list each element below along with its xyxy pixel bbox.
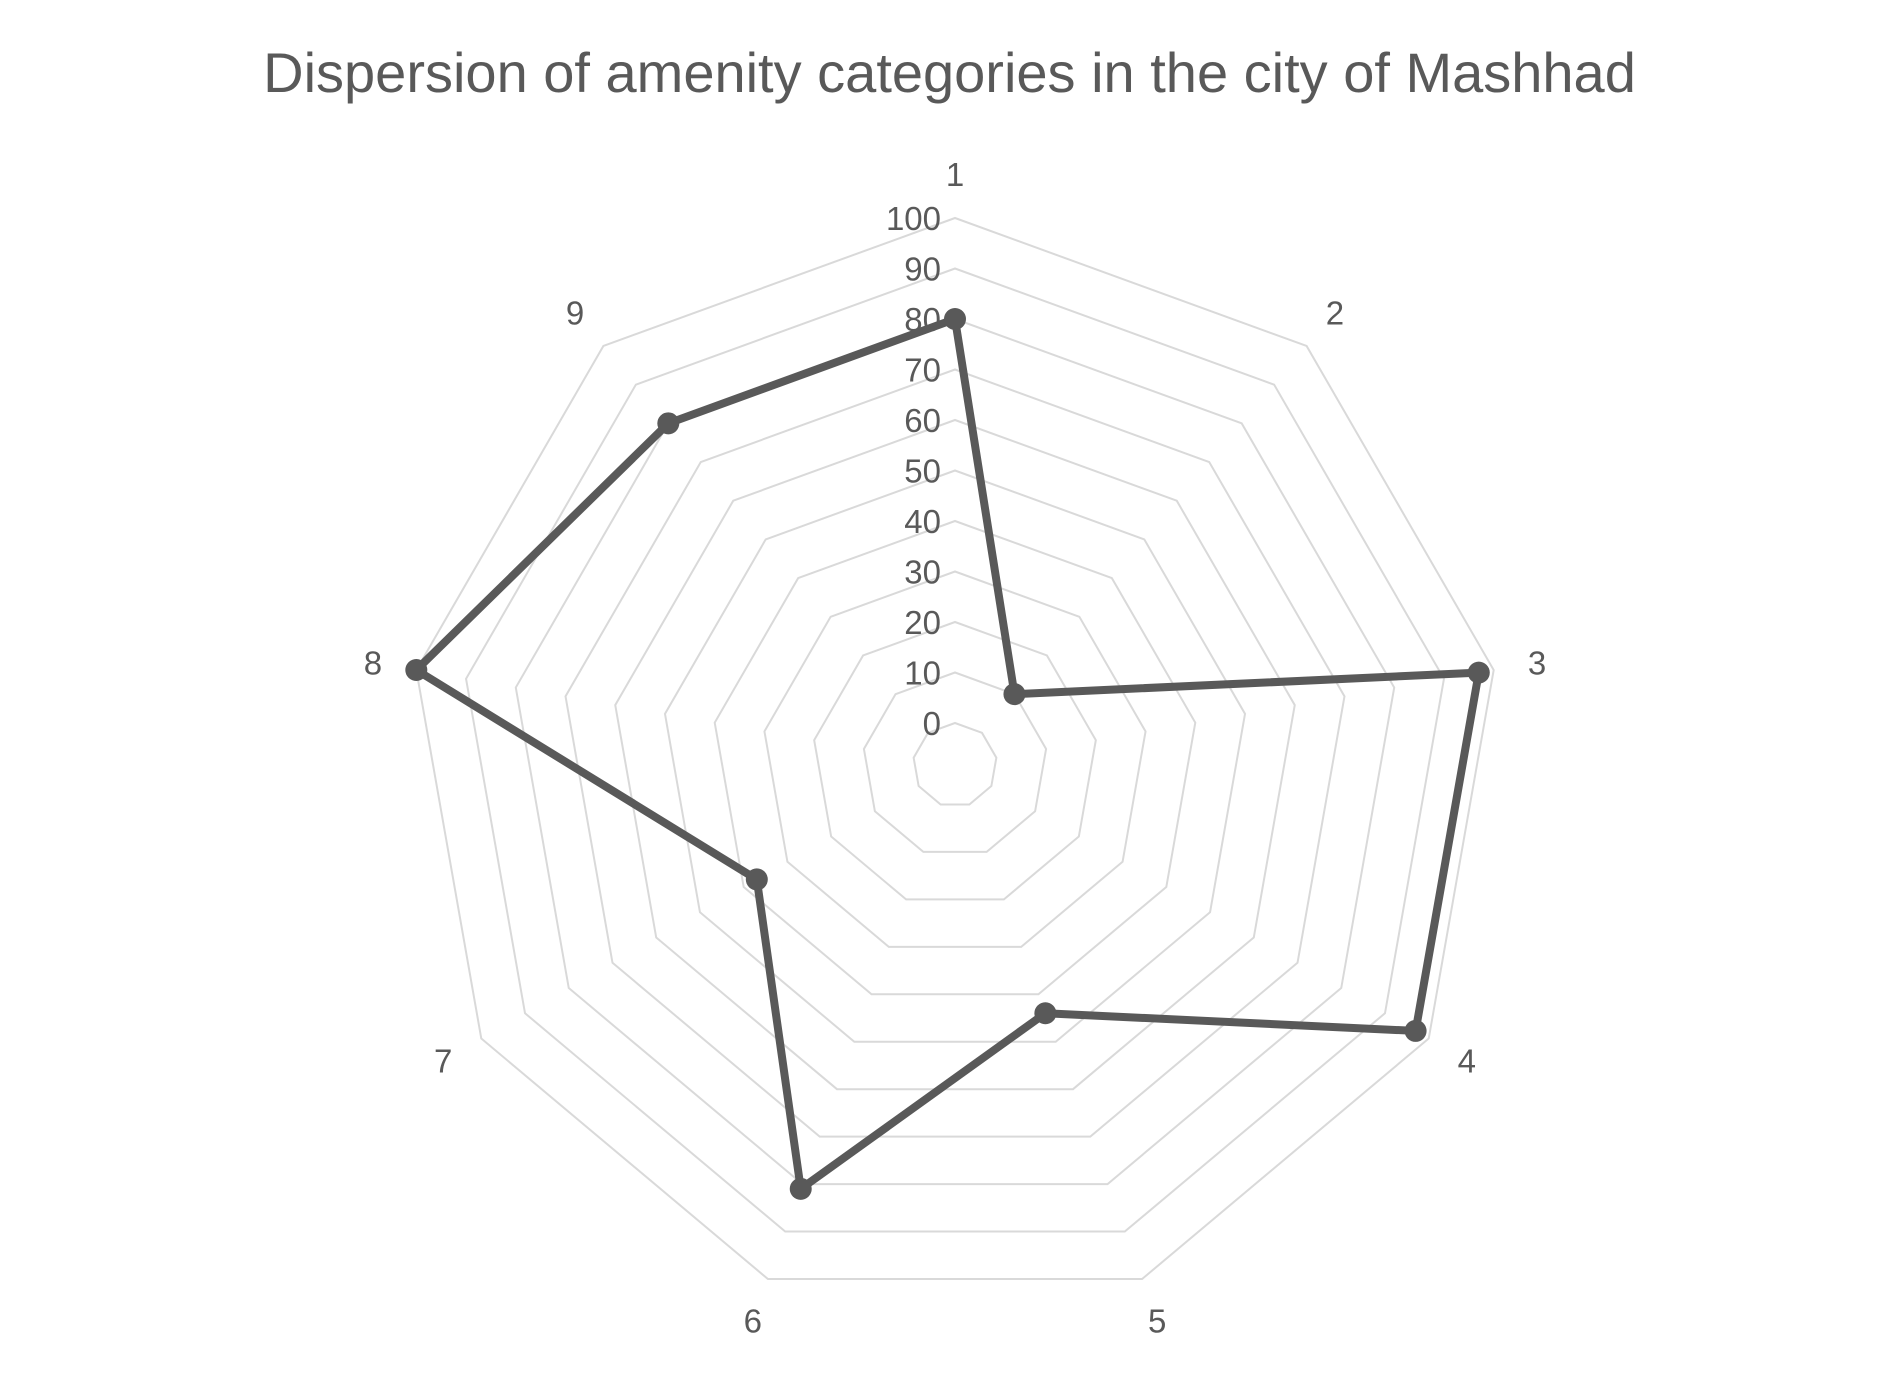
category-labels: 1 2 3 4 5 6 7 8 9 — [364, 156, 1546, 1339]
radial-tick-label: 10 — [904, 655, 941, 692]
series-line — [412, 315, 1483, 1193]
data-point-7 — [745, 868, 768, 891]
grid-ring-80 — [514, 317, 1396, 1186]
radial-tick-label: 70 — [904, 352, 941, 389]
series-layer — [405, 308, 1490, 1200]
data-point-8 — [405, 659, 428, 682]
radial-tick-label: 50 — [904, 453, 941, 490]
category-label-9: 9 — [566, 294, 584, 331]
data-point-4 — [1404, 1019, 1427, 1042]
data-point-2 — [1003, 683, 1026, 706]
grid-ring-70 — [564, 368, 1346, 1138]
radial-tick-label: 100 — [886, 200, 941, 237]
radial-tick-label: 30 — [904, 554, 941, 591]
grid-ring-20 — [813, 620, 1097, 901]
data-point-1 — [944, 308, 966, 330]
category-label-7: 7 — [434, 1043, 452, 1080]
category-label-1: 1 — [946, 156, 964, 193]
radial-tick-label: 90 — [904, 251, 941, 288]
grid-layer — [415, 216, 1495, 1281]
grid-ring-40 — [713, 519, 1197, 996]
grid-ring-0 — [912, 721, 998, 806]
category-label-2: 2 — [1326, 294, 1344, 331]
radial-tick-label: 40 — [904, 503, 941, 540]
radial-tick-label: 20 — [904, 604, 941, 641]
category-label-5: 5 — [1148, 1302, 1166, 1339]
data-point-5 — [1034, 1002, 1057, 1025]
grid-ring-100 — [415, 216, 1495, 1281]
category-label-8: 8 — [364, 644, 382, 681]
grid-ring-30 — [763, 570, 1147, 948]
grid-ring-60 — [614, 418, 1296, 1091]
data-point-3 — [1467, 661, 1490, 684]
grid-ring-90 — [464, 267, 1446, 1233]
data-point-6 — [789, 1177, 812, 1200]
radial-tick-label: 0 — [923, 705, 941, 742]
data-point-9 — [657, 412, 680, 435]
chart-title: Dispersion of amenity categories in the … — [263, 41, 1636, 104]
grid-ring-10 — [862, 671, 1048, 853]
category-label-3: 3 — [1528, 644, 1546, 681]
category-label-4: 4 — [1458, 1043, 1476, 1080]
category-label-6: 6 — [744, 1302, 762, 1339]
radial-tick-label: 60 — [904, 402, 941, 439]
grid-ring-50 — [663, 469, 1247, 1043]
